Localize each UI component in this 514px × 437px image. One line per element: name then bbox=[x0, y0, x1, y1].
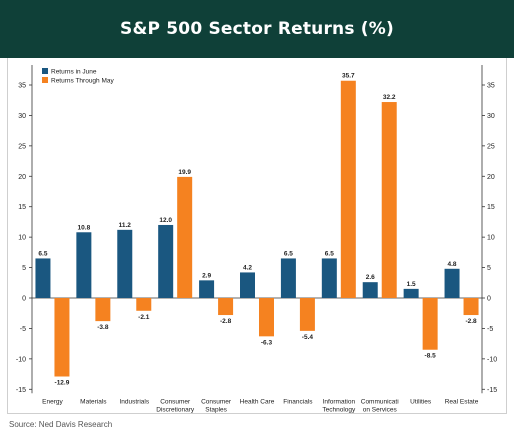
data-label: 2.6 bbox=[366, 274, 375, 281]
bar bbox=[321, 258, 337, 298]
bar bbox=[54, 298, 70, 377]
y-tick-label-right: 10 bbox=[487, 235, 495, 242]
y-tick-label-right: 5 bbox=[487, 265, 491, 272]
data-label: -2.8 bbox=[220, 318, 232, 325]
bar bbox=[362, 282, 378, 298]
legend-swatch bbox=[42, 77, 48, 83]
bar bbox=[340, 80, 356, 299]
data-label: 2.9 bbox=[202, 272, 211, 279]
data-label: 4.8 bbox=[448, 261, 457, 268]
y-tick-label-left: 10 bbox=[18, 235, 26, 242]
y-tick-label-left: -15 bbox=[16, 387, 26, 394]
bar bbox=[280, 258, 296, 298]
data-label: 6.5 bbox=[325, 250, 334, 257]
legend-swatch bbox=[42, 68, 48, 74]
y-tick-label-left: 15 bbox=[18, 204, 26, 211]
y-tick-label-left: 35 bbox=[18, 83, 26, 90]
legend-label: Returns Through May bbox=[51, 78, 114, 85]
chart-title: S&P 500 Sector Returns (%) bbox=[120, 19, 394, 39]
y-tick-label-right: -5 bbox=[487, 326, 493, 333]
data-label: 4.2 bbox=[243, 264, 252, 271]
data-label: -2.8 bbox=[465, 318, 477, 325]
x-category-label: Real Estate bbox=[445, 398, 479, 405]
x-category-label: Materials bbox=[80, 398, 107, 405]
data-label: 12.0 bbox=[159, 217, 172, 224]
x-category-label: Industrials bbox=[119, 398, 149, 405]
source-note: Source: Ned Davis Research bbox=[9, 420, 113, 429]
x-category-label: Information bbox=[323, 398, 356, 405]
y-tick-label-left: 5 bbox=[22, 265, 26, 272]
data-label: 1.5 bbox=[407, 281, 416, 288]
x-category-label: on Services bbox=[363, 406, 398, 413]
y-tick-label-right: 35 bbox=[487, 83, 495, 90]
x-category-label: Health Care bbox=[240, 398, 275, 405]
y-tick-label-left: 0 bbox=[22, 296, 26, 303]
y-tick-label-right: 15 bbox=[487, 204, 495, 211]
data-label: -12.9 bbox=[55, 380, 70, 387]
x-category-label: Communicati bbox=[361, 398, 399, 405]
bar bbox=[381, 102, 397, 298]
bar bbox=[158, 224, 174, 298]
bar bbox=[136, 298, 152, 311]
y-tick-label-left: 30 bbox=[18, 113, 26, 120]
x-category-label: Consumer bbox=[201, 398, 232, 405]
bar bbox=[299, 298, 315, 331]
x-category-label: Financials bbox=[283, 398, 313, 405]
legend-label: Returns in June bbox=[51, 69, 97, 76]
x-category-label: Staples bbox=[205, 406, 227, 413]
bar bbox=[95, 298, 111, 322]
title-bar: S&P 500 Sector Returns (%) bbox=[0, 0, 514, 58]
data-label: 32.2 bbox=[383, 94, 396, 101]
bar bbox=[218, 298, 234, 316]
y-tick-label-right: -10 bbox=[487, 356, 497, 363]
y-tick-label-left: -10 bbox=[16, 356, 26, 363]
data-label: 19.9 bbox=[178, 169, 191, 176]
data-label: 10.8 bbox=[78, 224, 91, 231]
bar bbox=[463, 298, 479, 316]
bar bbox=[422, 298, 438, 350]
x-category-label: Technology bbox=[322, 406, 356, 413]
bar bbox=[403, 288, 419, 298]
y-tick-label-right: 30 bbox=[487, 113, 495, 120]
x-category-label: Utilities bbox=[410, 398, 432, 405]
x-category-label: Consumer bbox=[160, 398, 191, 405]
y-tick-label-right: 0 bbox=[487, 296, 491, 303]
data-label: -3.8 bbox=[97, 324, 109, 331]
x-category-label: Discretionary bbox=[156, 406, 195, 413]
y-tick-label-right: 20 bbox=[487, 174, 495, 181]
data-label: -8.5 bbox=[425, 353, 437, 360]
bar-chart: -15 -15 -10 -10 -5 -5 0 0 5 5 10 10 15 15 20 20 25 25 30 30… bbox=[16, 65, 497, 413]
y-tick-label-right: 25 bbox=[487, 143, 495, 150]
data-label: -2.1 bbox=[138, 314, 150, 321]
bar bbox=[76, 232, 92, 298]
bar bbox=[240, 272, 255, 298]
bar bbox=[444, 268, 460, 298]
bar bbox=[177, 176, 193, 298]
data-label: 6.5 bbox=[38, 250, 47, 257]
y-tick-label-right: -15 bbox=[487, 387, 497, 394]
data-label: -5.4 bbox=[302, 334, 314, 341]
y-tick-label-left: 25 bbox=[18, 143, 26, 150]
bar bbox=[117, 229, 133, 298]
x-category-label: Energy bbox=[42, 398, 63, 405]
data-label: 35.7 bbox=[342, 73, 355, 80]
bar bbox=[259, 298, 274, 337]
data-label: 11.2 bbox=[119, 222, 132, 229]
data-label: 6.5 bbox=[284, 250, 293, 257]
y-tick-label-left: -5 bbox=[20, 326, 26, 333]
data-label: -6.3 bbox=[261, 339, 273, 346]
y-tick-label-left: 20 bbox=[18, 174, 26, 181]
bar bbox=[199, 280, 215, 298]
bar bbox=[35, 258, 51, 298]
